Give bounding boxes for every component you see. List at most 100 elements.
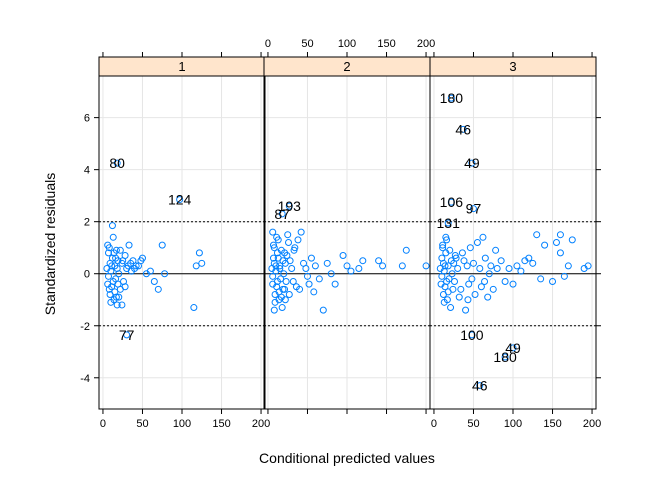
data-point [447, 304, 455, 312]
data-point [158, 241, 166, 249]
data-point [146, 267, 154, 275]
data-point [439, 244, 447, 252]
data-point [121, 283, 129, 291]
x-tick-label: 0 [431, 418, 437, 430]
labeled-data-point [447, 198, 455, 206]
data-point [296, 285, 304, 293]
data-point [457, 285, 465, 293]
data-point [347, 267, 355, 275]
x-tick-label: 200 [583, 418, 601, 430]
data-point [556, 249, 564, 257]
labeled-data-point [176, 196, 184, 204]
point-label: 97 [466, 201, 482, 217]
x-tick-label: 150 [377, 38, 395, 50]
data-point [195, 249, 203, 257]
data-point [290, 246, 298, 254]
data-point [273, 278, 281, 286]
data-point [379, 262, 387, 270]
point-label: 46 [472, 378, 488, 394]
point-label: 100 [460, 327, 484, 343]
data-point [402, 246, 410, 254]
labeled-data-point [447, 94, 455, 102]
point-label: 106 [440, 194, 464, 210]
data-point [315, 275, 323, 283]
labeled-data-point [509, 344, 517, 352]
data-point [269, 241, 277, 249]
data-point [473, 239, 481, 246]
point-label: 80 [109, 155, 125, 171]
data-point [465, 280, 473, 288]
data-point [442, 233, 450, 241]
data-point [278, 304, 286, 312]
data-point [564, 262, 572, 270]
data-point [446, 246, 454, 254]
data-point [276, 265, 284, 273]
data-point [113, 265, 121, 273]
data-point [455, 293, 463, 301]
data-point [492, 246, 500, 254]
data-point [485, 270, 493, 278]
strip-label: 3 [509, 59, 516, 74]
data-point [479, 233, 487, 241]
data-point [286, 257, 294, 265]
point-label: 131 [437, 215, 461, 231]
data-point [125, 241, 133, 249]
labeled-data-point [278, 210, 286, 218]
data-point [109, 233, 117, 241]
y-axis-title: Standardized residuals [42, 173, 58, 315]
data-point [150, 278, 158, 286]
data-point [493, 265, 501, 273]
data-point [466, 244, 474, 252]
data-point [129, 257, 137, 265]
data-point [289, 278, 297, 286]
data-point [476, 265, 484, 273]
data-point [270, 306, 278, 314]
point-label: 193 [278, 198, 302, 214]
data-point [104, 272, 112, 280]
x-tick-label: 100 [338, 38, 356, 50]
data-point [556, 231, 564, 239]
data-point [112, 293, 120, 301]
data-point [280, 270, 288, 278]
x-tick-label: 0 [265, 38, 271, 50]
y-tick-label: -4 [80, 373, 90, 385]
data-point [305, 280, 313, 288]
data-point [138, 254, 146, 262]
data-point [105, 285, 113, 293]
data-point [281, 296, 289, 304]
labeled-data-point [113, 159, 121, 167]
data-point [477, 283, 485, 291]
point-label: 77 [119, 327, 135, 343]
data-point [355, 265, 363, 273]
data-point [285, 291, 293, 299]
data-point [190, 304, 198, 312]
data-point [192, 262, 200, 270]
data-point [311, 262, 319, 270]
data-point [464, 296, 472, 304]
y-tick-label: 6 [84, 113, 90, 125]
data-point [269, 254, 277, 262]
data-point [443, 278, 451, 286]
data-point [282, 278, 290, 286]
data-point [533, 231, 541, 239]
data-point [104, 241, 112, 249]
data-point [375, 257, 383, 265]
data-point [274, 254, 282, 262]
y-tick-label: 0 [84, 269, 90, 281]
data-point [489, 285, 497, 293]
data-point [107, 298, 115, 306]
data-point [560, 272, 568, 280]
data-point [552, 239, 560, 246]
labeled-data-point [285, 202, 293, 210]
data-point [481, 278, 489, 286]
x-tick-label: 50 [136, 418, 148, 430]
data-point [132, 262, 140, 270]
data-point [501, 278, 509, 286]
data-point [487, 262, 495, 270]
x-axis-title: Conditional predicted values [259, 450, 435, 466]
point-label: 49 [464, 155, 480, 171]
data-point [441, 262, 449, 270]
x-tick-label: 150 [212, 418, 230, 430]
